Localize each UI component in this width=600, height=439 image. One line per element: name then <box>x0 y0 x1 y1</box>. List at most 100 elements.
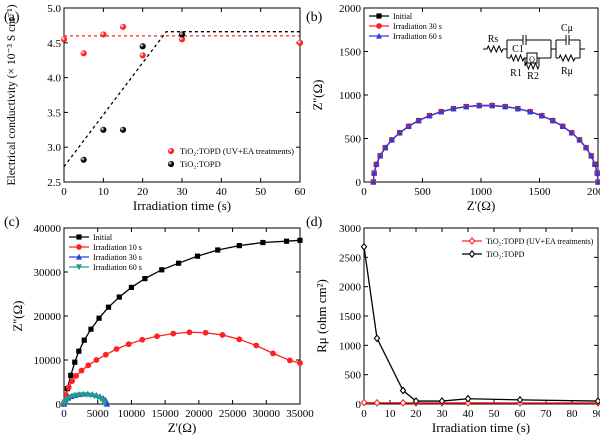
panel-a: (a) 0 10 20 30 40 50 60 2.5 3.0 3.5 4.0 4.5 5.0 Irradi… <box>4 3 306 213</box>
circuit-label: Rs <box>488 34 499 45</box>
series-line <box>363 246 599 402</box>
data-point <box>438 397 446 406</box>
y-tick-label: 2500 <box>339 252 362 264</box>
data-point <box>370 178 377 185</box>
y-tick-label: 40000 <box>34 223 62 235</box>
reference-line <box>63 31 300 168</box>
circuit-label: R2 <box>527 71 539 82</box>
data-point <box>576 136 583 143</box>
y-tick-label: 4.5 <box>47 38 61 50</box>
y-tick-label: 2.5 <box>47 177 61 189</box>
y-tick-label: 1500 <box>339 311 362 323</box>
circuit-label: Rμ <box>561 66 573 77</box>
data-point <box>170 330 177 337</box>
data-point <box>463 103 470 110</box>
circuit-label: R1 <box>510 68 522 79</box>
data-point <box>67 394 74 401</box>
circuit-label: Cμ <box>561 23 573 34</box>
x-tick-label: 20000 <box>185 408 213 420</box>
series-2 <box>370 102 600 185</box>
data-point <box>559 123 566 129</box>
x-tick-label: 35000 <box>286 408 314 420</box>
data-point <box>360 398 368 407</box>
y-tick-label: 500 <box>345 134 362 146</box>
data-point <box>412 397 420 406</box>
data-point <box>373 334 381 343</box>
data-point <box>73 372 80 379</box>
x-tick-label: 60 <box>295 186 307 198</box>
data-point <box>219 332 226 338</box>
legend: TiO₂:TOPD (UV+EA treatments) TiO₂:TOPD <box>462 237 594 259</box>
x-tick-label: 40 <box>216 186 228 198</box>
data-point <box>100 126 107 133</box>
data-point <box>527 108 534 115</box>
series-1 <box>370 102 600 185</box>
resistor-rs <box>483 44 504 54</box>
x-axis-label: Irradiation time (s) <box>133 198 231 213</box>
data-point <box>382 144 389 151</box>
data-point <box>105 304 112 310</box>
y-tick-label: 3.5 <box>47 107 61 119</box>
data-point <box>399 386 407 395</box>
x-tick-label: 10 <box>385 408 397 420</box>
y-tick-label: 0 <box>56 399 62 411</box>
x-tick-label: 5000 <box>87 408 110 420</box>
data-point <box>71 393 78 400</box>
data-point <box>139 43 146 50</box>
data-point <box>568 129 575 136</box>
legend-label: Initial <box>393 12 413 21</box>
x-tick-label: 30000 <box>253 408 281 420</box>
data-point <box>215 247 221 253</box>
data-point <box>154 333 160 340</box>
data-point <box>297 237 303 243</box>
series-3 <box>61 392 108 408</box>
y-tick-label: 20000 <box>34 311 62 323</box>
circuit-label: C1 <box>512 44 524 55</box>
data-point <box>396 129 403 136</box>
x-tick-label: 0 <box>361 408 367 420</box>
panel-label: (b) <box>306 10 323 25</box>
x-tick-label: 10000 <box>118 408 146 420</box>
data-point <box>286 357 293 364</box>
data-point <box>139 336 146 343</box>
data-point <box>69 378 75 385</box>
panel-label: (c) <box>4 215 20 230</box>
x-tick-label: 15000 <box>151 408 179 420</box>
data-point <box>489 102 496 109</box>
panel-label: (a) <box>4 10 20 25</box>
resistor-r1 <box>509 53 525 63</box>
x-axis-label: Z'(Ω) <box>467 198 496 213</box>
data-point <box>178 36 186 43</box>
legend-label: Initial <box>93 233 113 242</box>
data-point <box>270 350 276 357</box>
resistor-rmu <box>558 53 576 63</box>
y-tick-label: 1000 <box>339 90 362 102</box>
data-point <box>76 348 82 354</box>
x-tick-label: 70 <box>541 408 553 420</box>
data-point <box>74 392 81 399</box>
data-point <box>594 169 600 176</box>
data-point <box>502 103 509 110</box>
data-point <box>464 394 472 403</box>
data-point <box>297 360 303 366</box>
legend-label: Irradiation 30 s <box>393 22 442 31</box>
x-tick-label: 0 <box>61 408 67 420</box>
x-tick-label: 20 <box>411 408 423 420</box>
x-tick-label: 50 <box>255 186 267 198</box>
y-axis-label: Electrical conductivity (× 10⁻³ S cm⁻¹) <box>6 4 18 185</box>
legend-label: TiO₂:TOPD (UV+EA treatments) <box>180 146 294 156</box>
legend-marker <box>376 32 382 39</box>
x-tick-label: 40 <box>463 408 475 420</box>
legend-marker <box>468 250 476 258</box>
resistor-r2 <box>524 61 540 71</box>
data-point <box>283 238 290 244</box>
y-axis-label: Rμ (ohm cm²) <box>314 279 329 353</box>
data-point <box>236 336 243 343</box>
data-point <box>119 23 127 30</box>
data-point <box>377 152 384 159</box>
legend-label: TiO₂:TOPD <box>486 250 525 259</box>
x-tick-label: 20 <box>137 186 149 198</box>
data-point <box>159 267 165 273</box>
legend: TiO₂:TOPD (UV+EA treatments) TiO₂:TOPD <box>167 146 294 169</box>
legend-marker <box>76 244 82 250</box>
